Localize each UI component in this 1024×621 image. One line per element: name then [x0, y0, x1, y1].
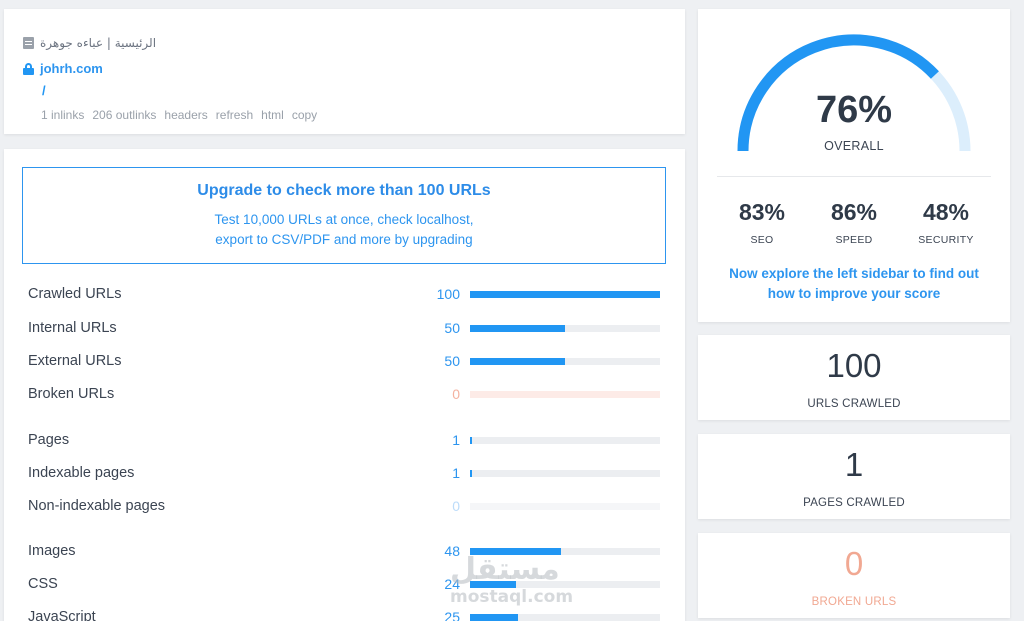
stat-bar: [470, 325, 660, 332]
overall-score-value: 76%: [815, 89, 893, 131]
inlinks-link[interactable]: 1 inlinks: [41, 108, 85, 122]
stat-row-indexable-pages[interactable]: Indexable pages 1: [28, 463, 668, 483]
stat-bar: [470, 470, 660, 477]
copy-link[interactable]: copy: [291, 108, 318, 122]
outlinks-link[interactable]: 206 outlinks: [92, 108, 157, 122]
speed-score: 86% SPEED: [814, 199, 894, 246]
stat-bar: [470, 581, 660, 588]
urls-crawled-card[interactable]: 100 URLS CRAWLED: [698, 335, 1010, 420]
stat-label: External URLs: [28, 353, 122, 369]
stat-bar: [470, 358, 660, 365]
broken-urls-label: BROKEN URLS: [811, 596, 897, 608]
stat-bar: [470, 614, 660, 621]
score-card: 76% OVERALL 83% SEO 86% SPEED 48% SECURI…: [698, 9, 1010, 322]
upgrade-line-2: export to CSV/PDF and more by upgrading: [215, 232, 473, 247]
upgrade-title[interactable]: Upgrade to check more than 100 URLs: [197, 182, 491, 199]
stat-row-broken-urls[interactable]: Broken URLs 0: [28, 384, 668, 404]
seo-score-label: SEO: [750, 234, 774, 246]
page-title-row: الرئيسية | عباءه جوهرة: [23, 36, 156, 50]
stat-label: Images: [28, 543, 76, 559]
stat-label: Crawled URLs: [28, 286, 122, 302]
pages-crawled-card[interactable]: 1 PAGES CRAWLED: [698, 434, 1010, 519]
document-icon: [23, 37, 34, 49]
page-title: الرئيسية | عباءه جوهرة: [40, 36, 157, 50]
crawl-stats-card: Upgrade to check more than 100 URLs Test…: [4, 149, 685, 621]
stat-value: 100: [436, 286, 460, 302]
stat-value: 25: [444, 609, 460, 621]
overall-score-gauge: [737, 34, 971, 152]
stat-row-internal-urls[interactable]: Internal URLs 50: [28, 318, 668, 338]
broken-urls-value: 0: [844, 545, 864, 582]
score-divider: [717, 176, 991, 177]
seo-score: 83% SEO: [722, 199, 802, 246]
stat-bar-fill: [470, 614, 518, 621]
stat-bar-fill: [470, 358, 565, 365]
stat-label: Broken URLs: [28, 386, 115, 402]
page-info-card: الرئيسية | عباءه جوهرة johrh.com / 1 inl…: [4, 9, 685, 134]
explore-hint: Now explore the left sidebar to find out…: [718, 264, 990, 304]
page-domain-row: johrh.com: [23, 61, 103, 76]
pages-crawled-value: 1: [844, 446, 864, 483]
explore-line-1: Now explore the left sidebar to find out: [729, 266, 979, 281]
stat-row-javascript[interactable]: JavaScript 25: [28, 607, 668, 621]
speed-score-value: 86%: [830, 199, 878, 225]
stat-value: 48: [444, 543, 460, 559]
html-link[interactable]: html: [261, 108, 284, 122]
stat-bar-fill: [470, 548, 562, 555]
stat-label: CSS: [28, 576, 58, 592]
stat-label: Pages: [28, 432, 70, 448]
broken-urls-card[interactable]: 0 BROKEN URLS: [698, 533, 1010, 618]
overall-score-label: OVERALL: [824, 139, 884, 153]
stat-bar-fill: [470, 291, 660, 298]
stat-value: 50: [444, 320, 460, 336]
stat-value: 1: [452, 465, 460, 481]
stat-bar: [470, 437, 660, 444]
upgrade-banner[interactable]: Upgrade to check more than 100 URLs Test…: [22, 167, 666, 264]
upgrade-description: Test 10,000 URLs at once, check localhos…: [23, 210, 665, 250]
stat-value: 0: [452, 498, 460, 514]
stat-bar-fill: [470, 325, 565, 332]
stat-row-external-urls[interactable]: External URLs 50: [28, 351, 668, 371]
stat-row-images[interactable]: Images 48: [28, 541, 668, 561]
stat-bar-fill: [470, 437, 472, 444]
page-domain-link[interactable]: johrh.com: [40, 61, 103, 76]
page-links: 1 inlinks 206 outlinks headers refresh h…: [41, 108, 317, 122]
stat-bar-fill: [470, 470, 472, 477]
speed-score-label: SPEED: [835, 234, 873, 246]
refresh-link[interactable]: refresh: [215, 108, 254, 122]
stat-value: 1: [452, 432, 460, 448]
security-score-label: SECURITY: [918, 234, 974, 246]
upgrade-line-1: Test 10,000 URLs at once, check localhos…: [214, 212, 474, 227]
stat-label: Non-indexable pages: [28, 498, 166, 514]
stat-row-pages[interactable]: Pages 1: [28, 430, 668, 450]
stat-value: 0: [452, 386, 460, 402]
page-path-link[interactable]: /: [42, 83, 46, 98]
stat-row-crawled-urls[interactable]: Crawled URLs 100: [28, 284, 668, 304]
stat-row-css[interactable]: CSS 24: [28, 574, 668, 594]
stat-bar: [470, 503, 660, 510]
lock-icon: [23, 62, 34, 75]
stat-value: 50: [444, 353, 460, 369]
stat-label: JavaScript: [28, 609, 96, 621]
headers-link[interactable]: headers: [164, 108, 208, 122]
stat-value: 24: [444, 576, 460, 592]
stat-bar: [470, 291, 660, 298]
stat-bar: [470, 548, 660, 555]
pages-crawled-label: PAGES CRAWLED: [803, 497, 905, 509]
security-score: 48% SECURITY: [906, 199, 986, 246]
gauge-fill: [737, 34, 939, 152]
stat-label: Internal URLs: [28, 320, 117, 336]
stat-bar-fill: [470, 581, 516, 588]
urls-crawled-value: 100: [826, 347, 882, 384]
explore-line-2: how to improve your score: [767, 286, 941, 301]
urls-crawled-label: URLS CRAWLED: [807, 398, 901, 410]
stat-row-non-indexable-pages[interactable]: Non-indexable pages 0: [28, 496, 668, 516]
stat-bar: [470, 391, 660, 398]
security-score-value: 48%: [922, 199, 970, 225]
stat-label: Indexable pages: [28, 465, 135, 481]
seo-score-value: 83%: [738, 199, 786, 225]
